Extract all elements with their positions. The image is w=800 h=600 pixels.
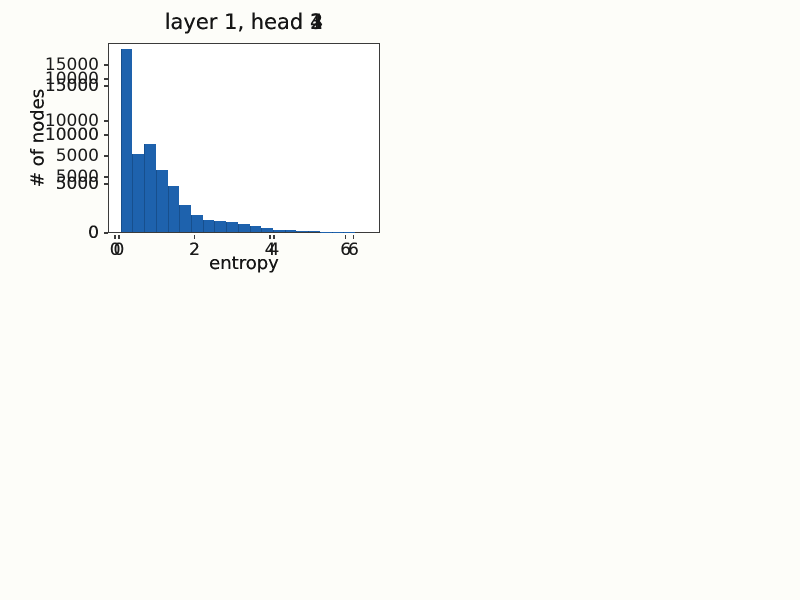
histogram-bar — [120, 48, 133, 232]
x-tick-label: 2 — [189, 240, 200, 260]
y-tick — [104, 85, 108, 87]
y-tick-label: 10000 — [44, 125, 99, 145]
x-tick-label: 4 — [264, 240, 276, 260]
x-tick-label: 6 — [340, 240, 352, 260]
y-tick-label: 10000 — [44, 110, 99, 131]
y-tick-label: 5000 — [55, 166, 99, 187]
histogram-bar — [214, 220, 227, 232]
x-tick-label: 0 — [109, 240, 121, 260]
x-tick — [344, 234, 347, 239]
histogram-bar — [308, 231, 320, 232]
y-tick-label: 10000 — [44, 125, 99, 145]
x-tick — [193, 234, 196, 239]
histogram-bar — [249, 226, 262, 232]
x-tick-label: 2 — [189, 240, 200, 260]
y-tick-label: 15000 — [44, 54, 99, 75]
x-tick-label: 4 — [268, 240, 280, 260]
y-tick — [104, 64, 108, 66]
y-tick — [104, 183, 108, 185]
histogram-bar — [179, 204, 191, 232]
x-tick — [118, 234, 120, 239]
x-tick-label: 6 — [347, 240, 359, 260]
y-tick-label: 5000 — [55, 174, 99, 194]
x-tick-label: 4 — [268, 240, 280, 260]
chart-title: layer 1, head 1 — [164, 10, 324, 34]
x-tick-label: 6 — [340, 240, 352, 260]
x-tick — [273, 234, 275, 239]
x-tick-label: 0 — [113, 240, 125, 260]
chart-title: layer 1, head 4 — [164, 10, 324, 34]
y-tick — [104, 176, 108, 178]
y-tick — [104, 78, 108, 80]
x-tick-label: 4 — [264, 240, 276, 260]
x-axis-label: entropy — [209, 253, 279, 274]
x-tick — [269, 234, 271, 239]
histogram-bar — [144, 143, 156, 232]
x-axis-label: entropy — [209, 253, 279, 274]
histogram-bar — [132, 153, 145, 232]
x-axis-label: entropy — [209, 253, 279, 274]
histogram-bar — [190, 214, 203, 232]
y-tick-label: 10000 — [44, 69, 99, 90]
x-tick-label: 0 — [113, 240, 125, 260]
histogram-bar — [296, 231, 309, 232]
histogram-bar — [237, 223, 250, 232]
histogram-bar — [167, 185, 180, 232]
y-tick-label: 0 — [88, 223, 99, 243]
x-axis-label: entropy — [209, 253, 279, 274]
histogram-bar — [261, 228, 273, 232]
chart-title: layer 1, head 2 — [164, 10, 324, 34]
x-tick-label: 0 — [109, 240, 121, 260]
histogram-bar — [202, 219, 215, 232]
x-tick — [352, 234, 355, 239]
y-tick — [104, 232, 108, 234]
y-tick-label: 5000 — [55, 174, 99, 194]
x-tick-label: 6 — [347, 240, 359, 260]
y-tick-label: 0 — [88, 223, 99, 243]
histogram-bar — [226, 221, 238, 232]
x-tick-label: 2 — [189, 240, 200, 260]
y-tick — [104, 155, 108, 157]
plot-area — [108, 43, 380, 233]
chart-title: layer 1, head 3 — [164, 10, 324, 34]
histogram-bar — [284, 230, 297, 232]
x-tick — [114, 234, 116, 239]
y-tick — [104, 134, 108, 136]
y-tick-label: 0 — [88, 223, 99, 243]
y-tick — [104, 120, 108, 122]
y-tick-label: 5000 — [55, 146, 99, 167]
y-tick-label: 0 — [88, 223, 99, 243]
y-tick-label: 15000 — [44, 76, 99, 97]
y-tick-label: 15000 — [44, 76, 99, 97]
histogram-bar — [272, 230, 285, 232]
histogram-bar — [155, 170, 168, 232]
x-tick-label: 2 — [189, 240, 200, 260]
